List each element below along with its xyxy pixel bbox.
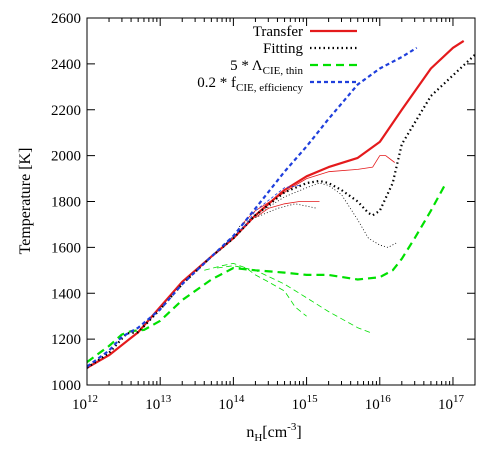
x-axis-label-unit-sup: -3 — [287, 421, 297, 433]
series-line-fitting-thick-3 — [87, 53, 475, 369]
y-axis-label: Temperature [K] — [17, 148, 34, 255]
y-tick-label: 2600 — [51, 11, 81, 27]
legend-label-cie-eff-sub: CIE, efficiency — [236, 82, 303, 94]
x-tick-label: 1013 — [145, 393, 172, 413]
y-tick-label: 1800 — [51, 195, 81, 211]
legend-label-cie-eff: 0.2 * fCIE, efficiency — [197, 75, 303, 94]
series-line-fitting-thin-4 — [238, 182, 397, 248]
x-tick-label: 1012 — [72, 393, 98, 413]
x-axis-label-main: n — [246, 424, 254, 441]
legend-label-cie-eff-main: 0.2 * f — [197, 75, 236, 91]
series-line-cie-eff-thin-10 — [226, 185, 300, 244]
y-tick-label: 2200 — [51, 103, 81, 119]
y-tick-label: 2000 — [51, 149, 81, 165]
ticks-group: 1000 1200 1400 1600 1800 2000 2200 2400 2600 1012… — [51, 11, 475, 413]
legend-label-cie-thin-main: 5 * Λ — [230, 58, 263, 74]
series-line-cie-thin-thin-7 — [204, 263, 307, 317]
x-tick-label: 1017 — [438, 393, 465, 413]
y-tick-label: 1400 — [51, 286, 81, 302]
legend-label-cie-thin: 5 * ΛCIE, thin — [230, 58, 303, 77]
legend-label-fitting: Fitting — [263, 41, 304, 57]
x-tick-label: 1016 — [365, 393, 392, 413]
x-axis-label: nH[cm-3] — [246, 421, 301, 444]
x-tick-label: 1015 — [292, 393, 319, 413]
legend: Transfer Fitting 5 * ΛCIE, thin 0.2 * fC… — [197, 24, 357, 94]
series-line-transfer-thin-2 — [255, 201, 320, 218]
x-axis-label-sub: H — [254, 432, 262, 444]
y-tick-label: 1000 — [51, 378, 81, 394]
series-line-fitting-thin-5 — [255, 203, 318, 218]
y-tick-label: 1200 — [51, 332, 81, 348]
y-tick-label: 2400 — [51, 57, 81, 73]
x-axis-label-unit-close: ] — [296, 424, 301, 441]
series-line-transfer-thin-1 — [241, 155, 395, 225]
x-tick-label: 1014 — [218, 393, 245, 413]
x-axis-label-unit: [cm — [262, 424, 287, 441]
series-line-cie-thin-thin-8 — [217, 265, 373, 334]
legend-label-transfer: Transfer — [253, 24, 303, 40]
series-line-cie-eff-thick-9 — [87, 46, 418, 368]
y-tick-label: 1600 — [51, 240, 81, 256]
legend-label-cie-thin-sub: CIE, thin — [263, 65, 304, 77]
series-group — [87, 39, 475, 369]
